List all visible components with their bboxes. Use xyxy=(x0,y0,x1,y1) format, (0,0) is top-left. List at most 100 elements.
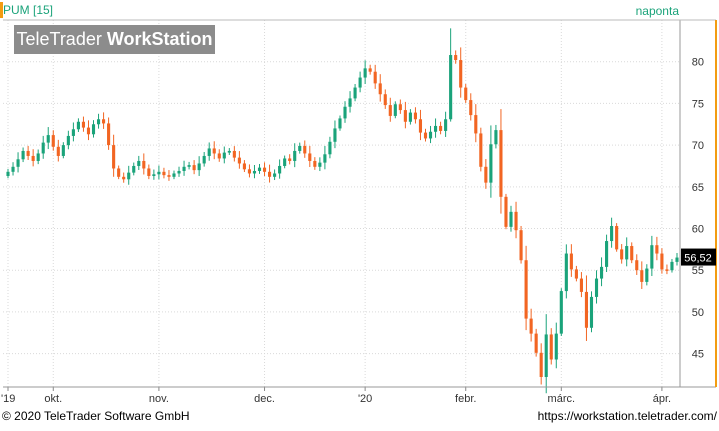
candle-body xyxy=(21,150,25,160)
candle-body xyxy=(499,130,503,197)
candle-body xyxy=(630,246,634,261)
candle-body xyxy=(519,230,523,261)
candle-body xyxy=(534,333,538,353)
symbol-label[interactable]: PUM [15] xyxy=(3,3,54,17)
candle-body xyxy=(46,135,50,143)
copyright-text: © 2020 TeleTrader Software GmbH xyxy=(2,409,190,423)
candle-body xyxy=(650,245,654,269)
candle-body xyxy=(91,124,96,135)
candle-body xyxy=(232,150,236,158)
candle-body xyxy=(524,260,528,319)
candle-body xyxy=(268,171,272,177)
candle-body xyxy=(484,166,488,183)
candle-body xyxy=(439,125,443,131)
candle-body xyxy=(242,163,246,170)
y-tick-label: 65 xyxy=(692,182,704,194)
candle-body xyxy=(162,171,166,176)
candle-body xyxy=(81,121,86,128)
candle-body xyxy=(328,141,332,155)
candle-body xyxy=(554,333,558,360)
y-tick-label: 50 xyxy=(692,307,704,319)
candle-body xyxy=(187,165,191,167)
candle-body xyxy=(423,132,428,139)
candle-body xyxy=(283,158,287,166)
candle-body xyxy=(152,174,156,176)
candle-body xyxy=(449,55,453,120)
candle-body xyxy=(288,158,292,161)
candle-body xyxy=(227,150,231,153)
candle-body xyxy=(368,68,372,72)
axis-layer: 45 50 55 60 65 70 75 80 '19 okt. nov. dec. '20 febr. m… xyxy=(1,19,717,405)
candle-body xyxy=(569,253,573,270)
candle-body xyxy=(102,119,106,124)
y-tick-label: 80 xyxy=(692,57,704,69)
candle-body xyxy=(157,171,161,175)
y-tick-label: 75 xyxy=(692,98,704,110)
x-tick-label: márc. xyxy=(548,393,576,405)
candle-body xyxy=(474,115,478,134)
source-url[interactable]: https://workstation.teletrader.com/ xyxy=(537,409,717,423)
candle-body xyxy=(308,153,312,161)
x-tick-label: nov. xyxy=(149,393,169,405)
candle-body xyxy=(353,87,357,99)
candle-body xyxy=(539,352,543,377)
candle-body xyxy=(86,127,91,135)
candle-body xyxy=(444,119,448,131)
candle-body xyxy=(137,160,141,166)
candle-body xyxy=(51,135,55,147)
candle-body xyxy=(529,318,533,334)
candle-body xyxy=(620,249,624,260)
candle-body xyxy=(222,152,226,159)
candle-body xyxy=(655,245,659,254)
y-tick-label: 70 xyxy=(692,140,704,152)
candle-body xyxy=(464,87,468,101)
candle-body xyxy=(363,68,367,78)
candle-body xyxy=(117,168,121,177)
candle-body xyxy=(579,278,583,292)
x-tick-label: '19 xyxy=(1,393,15,405)
candle-body xyxy=(479,133,483,167)
candle-body xyxy=(278,165,282,174)
candle-body xyxy=(237,157,241,164)
candle-body xyxy=(122,176,126,180)
candle-body xyxy=(504,196,508,227)
x-tick-label: okt. xyxy=(44,393,62,405)
candle-body xyxy=(273,173,277,177)
candle-body xyxy=(323,154,327,163)
candle-body xyxy=(610,226,614,242)
candle-body xyxy=(192,165,196,171)
candle-body xyxy=(293,150,297,161)
candle-body xyxy=(489,144,493,183)
candle-body xyxy=(640,270,644,282)
candle-body xyxy=(212,148,216,154)
candle-body xyxy=(378,83,382,95)
candle-body xyxy=(66,135,70,146)
candle-body xyxy=(318,162,322,167)
interval-label[interactable]: naponta xyxy=(635,4,679,18)
candle-body xyxy=(177,170,181,174)
candle-body xyxy=(252,170,257,174)
candle-body xyxy=(31,155,35,161)
candle-body xyxy=(549,334,553,360)
candle-body xyxy=(197,163,201,171)
candle-body xyxy=(418,119,423,133)
candle-body xyxy=(599,266,604,279)
candle-body xyxy=(509,211,513,227)
candle-body xyxy=(257,167,262,171)
candle-body xyxy=(398,104,402,111)
candle-body xyxy=(665,269,669,271)
candle-body xyxy=(469,100,473,116)
candle-body xyxy=(494,130,498,145)
logo-product-text: WorkStation xyxy=(106,29,213,49)
x-tick-label: ápr. xyxy=(653,393,671,405)
logo-brand-text: TeleTrader xyxy=(16,29,102,49)
candle-body xyxy=(262,167,267,172)
x-tick-label: dec. xyxy=(254,393,275,405)
candle-body xyxy=(433,125,438,132)
candle-body xyxy=(589,296,594,328)
candle-body xyxy=(454,55,458,61)
candle-body xyxy=(413,112,417,120)
candle-body xyxy=(383,94,387,106)
